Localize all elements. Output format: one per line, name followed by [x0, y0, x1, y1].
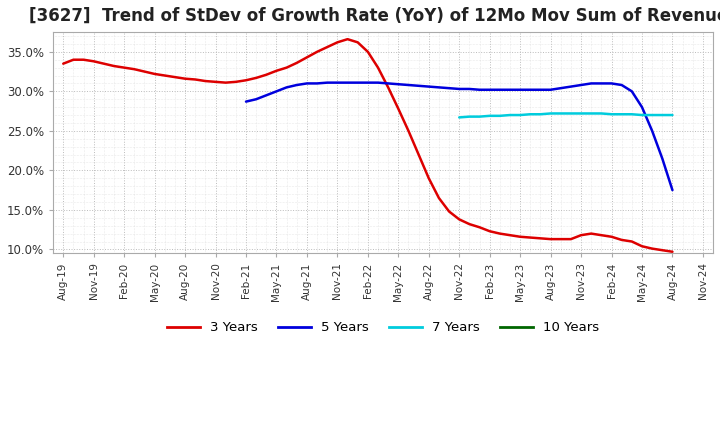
Title: [3627]  Trend of StDev of Growth Rate (YoY) of 12Mo Mov Sum of Revenues: [3627] Trend of StDev of Growth Rate (Yo… [29, 7, 720, 25]
Legend: 3 Years, 5 Years, 7 Years, 10 Years: 3 Years, 5 Years, 7 Years, 10 Years [161, 316, 605, 340]
